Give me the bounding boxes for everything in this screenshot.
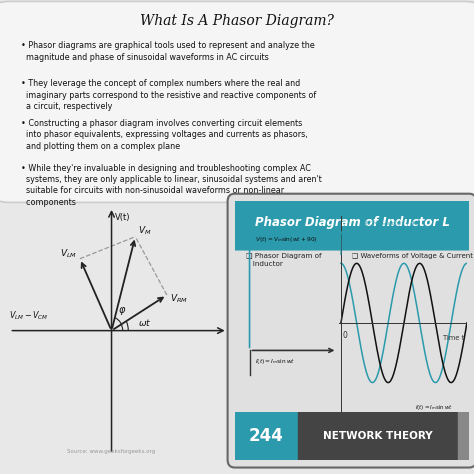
Text: • They leverage the concept of complex numbers where the real and
  imaginary pa: • They leverage the concept of complex n… — [21, 79, 316, 111]
Text: Source: www.geeksforgeeks.org: Source: www.geeksforgeeks.org — [67, 449, 155, 454]
Text: ❑ Phasor Diagram of
   Inductor: ❑ Phasor Diagram of Inductor — [246, 253, 322, 266]
Bar — [465, 412, 468, 460]
Text: Time t: Time t — [443, 335, 464, 341]
Text: NETWORK THEORY: NETWORK THEORY — [323, 431, 433, 441]
Bar — [298, 412, 457, 460]
Bar — [457, 412, 460, 460]
FancyBboxPatch shape — [228, 194, 474, 467]
Text: $\varphi$: $\varphi$ — [118, 305, 126, 317]
Text: $V(t) = V_m \sin(wt + 90)$: $V(t) = V_m \sin(wt + 90)$ — [255, 235, 317, 244]
Text: ❑ Waveforms of Voltage & Current: ❑ Waveforms of Voltage & Current — [352, 253, 473, 259]
Text: V(t): V(t) — [115, 213, 131, 222]
Text: $V_{LM}$: $V_{LM}$ — [60, 247, 77, 260]
FancyBboxPatch shape — [230, 194, 474, 251]
Text: $I(t) = I_m \sin wt$: $I(t) = I_m \sin wt$ — [415, 403, 453, 412]
Bar — [235, 412, 298, 460]
Text: • While they're invaluable in designing and troubleshooting complex AC
  systems: • While they're invaluable in designing … — [21, 164, 321, 207]
Text: What Is A Phasor Diagram?: What Is A Phasor Diagram? — [140, 14, 334, 28]
Text: $I(t) = I_m \sin wt$: $I(t) = I_m \sin wt$ — [255, 357, 295, 366]
Text: 244: 244 — [249, 427, 284, 445]
Text: $\omega t$: $\omega t$ — [137, 317, 151, 328]
Text: $V(t) = V_m \sin(wt + 90)$: $V(t) = V_m \sin(wt + 90)$ — [362, 219, 421, 228]
Text: $V_{RM}$: $V_{RM}$ — [170, 293, 188, 305]
Text: • Phasor diagrams are graphical tools used to represent and analyze the
  magnit: • Phasor diagrams are graphical tools us… — [21, 41, 315, 62]
Text: 0: 0 — [342, 331, 347, 340]
Text: $V_M$: $V_M$ — [138, 224, 152, 237]
Text: $V_{LM} - V_{CM}$: $V_{LM} - V_{CM}$ — [9, 309, 49, 322]
Text: Phasor Diagram of Inductor L: Phasor Diagram of Inductor L — [255, 216, 449, 228]
Text: • Constructing a phasor diagram involves converting circuit elements
  into phas: • Constructing a phasor diagram involves… — [21, 119, 308, 151]
FancyBboxPatch shape — [0, 1, 474, 202]
Bar — [461, 412, 464, 460]
